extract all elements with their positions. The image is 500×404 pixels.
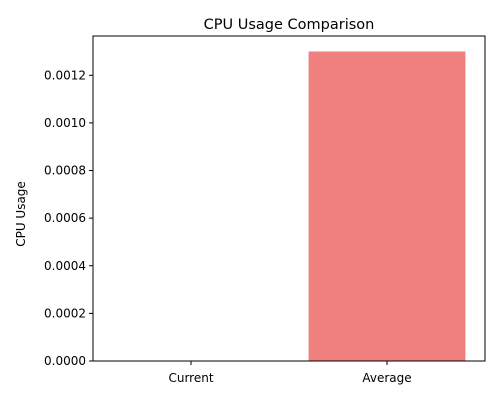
y-axis-label: CPU Usage [14, 181, 28, 247]
y-tick-label: 0.0000 [44, 354, 86, 368]
axes-frame [92, 35, 486, 362]
bar-average [308, 51, 466, 361]
x-tick-label: Average [362, 371, 411, 385]
y-tick-label: 0.0006 [44, 211, 86, 225]
y-tick-label: 0.0010 [44, 116, 86, 130]
y-axis-ticks: 0.0000 0.0002 0.0004 0.0006 0.0008 0.0010 0.00… [44, 68, 93, 368]
y-tick-label: 0.0008 [44, 164, 86, 178]
bars-layer [308, 51, 466, 361]
y-tick-label: 0.0012 [44, 68, 86, 82]
y-tick-label: 0.0004 [44, 259, 86, 273]
x-tick-label: Current [168, 371, 213, 385]
y-tick-label: 0.0002 [44, 306, 86, 320]
chart-title: CPU Usage Comparison [204, 17, 375, 33]
x-axis-ticks: Current Average [168, 361, 412, 385]
